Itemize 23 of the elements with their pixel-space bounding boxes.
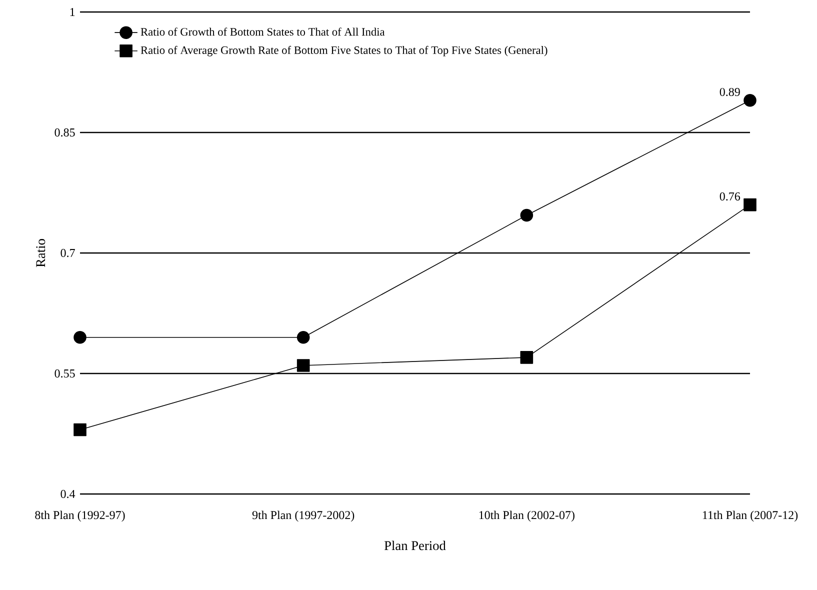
point — [74, 330, 86, 344]
x-tick-label: 10th Plan (2002-07) — [479, 510, 574, 522]
point — [74, 423, 86, 436]
point — [744, 94, 756, 107]
data-label: 0.89 — [720, 88, 740, 96]
y-axis-title: Ratio — [36, 239, 46, 268]
point — [296, 359, 310, 372]
point — [520, 351, 534, 364]
point — [296, 330, 310, 344]
y-tick-label: 0.7 — [60, 248, 75, 258]
x-axis-title: Plan Period — [384, 540, 446, 550]
y-tick-label: 1 — [70, 8, 75, 16]
x-tick-label: 9th Plan (1997-2002) — [252, 510, 354, 522]
point — [520, 208, 534, 222]
legend-label: Ratio of Average Growth Rate of Bottom Five States to That of Top Five States (General) — [140, 46, 548, 56]
point — [744, 198, 756, 212]
legend-label: Ratio of Growth of Bottom States to That of All India — [140, 28, 385, 36]
x-tick-label: 11th Plan (2007-12) — [702, 510, 798, 522]
y-tick-label: 0.85 — [54, 128, 75, 137]
x-tick-label: 8th Plan (1992-97) — [35, 510, 125, 522]
y-tick-label: 0.55 — [54, 369, 75, 378]
y-tick-label: 0.4 — [60, 490, 76, 498]
data-label: 0.76 — [720, 192, 740, 201]
